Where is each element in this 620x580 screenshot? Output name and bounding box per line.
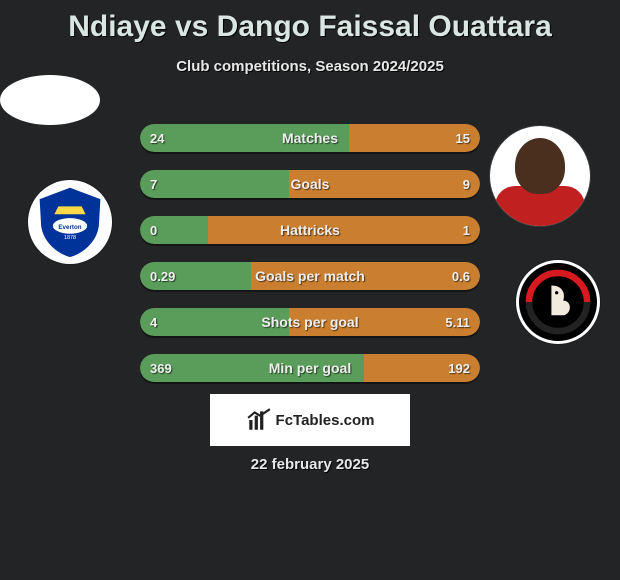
chart-icon — [246, 407, 272, 433]
right-club-badge — [516, 260, 600, 344]
stat-label: Goals — [140, 170, 480, 198]
stat-row: 369192Min per goal — [140, 354, 480, 382]
stat-label: Hattricks — [140, 216, 480, 244]
left-player-avatar — [0, 75, 100, 125]
everton-crest-icon: Everton 1878 — [31, 183, 109, 261]
subtitle: Club competitions, Season 2024/2025 — [0, 58, 620, 75]
date-text: 22 february 2025 — [0, 456, 620, 473]
svg-text:Everton: Everton — [58, 224, 81, 231]
stat-row: 01Hattricks — [140, 216, 480, 244]
left-club-badge: Everton 1878 — [28, 180, 112, 264]
stat-row: 0.290.6Goals per match — [140, 262, 480, 290]
right-player-avatar — [490, 126, 590, 226]
brand-badge[interactable]: FcTables.com — [210, 394, 410, 446]
page-title: Ndiaye vs Dango Faissal Ouattara — [0, 0, 620, 44]
stat-label: Matches — [140, 124, 480, 152]
stat-row: 2415Matches — [140, 124, 480, 152]
stat-label: Goals per match — [140, 262, 480, 290]
stat-row: 79Goals — [140, 170, 480, 198]
svg-text:1878: 1878 — [64, 235, 76, 241]
stats-table: 2415Matches 79Goals 01Hattricks 0.290.6Goal… — [140, 124, 480, 400]
stat-label: Min per goal — [140, 354, 480, 382]
stat-label: Shots per goal — [140, 308, 480, 336]
stat-row: 45.11Shots per goal — [140, 308, 480, 336]
brand-text: FcTables.com — [276, 412, 375, 429]
bournemouth-crest-icon — [525, 269, 591, 335]
